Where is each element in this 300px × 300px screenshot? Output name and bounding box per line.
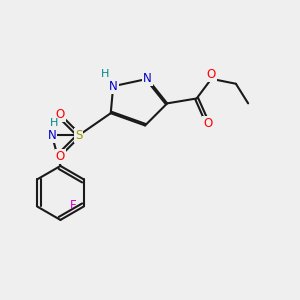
Text: N: N: [47, 129, 56, 142]
Text: H: H: [100, 69, 109, 80]
Text: N: N: [143, 72, 152, 85]
Text: O: O: [56, 150, 65, 163]
Text: S: S: [75, 129, 82, 142]
Text: H: H: [50, 118, 58, 128]
Text: O: O: [56, 108, 65, 121]
Text: F: F: [70, 199, 76, 212]
Text: N: N: [109, 80, 118, 93]
Text: O: O: [203, 116, 212, 130]
Text: O: O: [207, 68, 216, 81]
